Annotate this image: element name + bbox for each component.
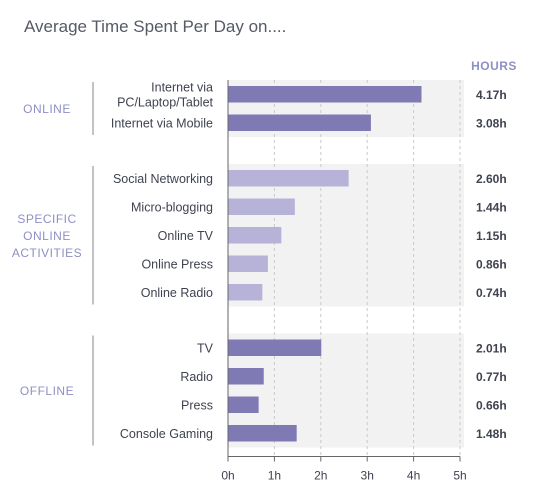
bar [228, 255, 268, 272]
tick-label: 4h [407, 469, 420, 483]
bar [228, 198, 295, 215]
value-label: 0.74h [476, 286, 507, 300]
bar [228, 368, 264, 385]
bar [228, 227, 282, 244]
value-label: 2.60h [476, 172, 507, 186]
group-label: OFFLINE [20, 384, 74, 398]
category-label: Online Radio [141, 286, 213, 300]
value-label: 0.86h [476, 257, 507, 271]
category-label: Press [181, 398, 213, 412]
category-labels: Internet via PC/Laptop/Tablet Internet via… [111, 80, 214, 441]
tick-label: 5h [453, 469, 466, 483]
x-axis: 0h 1h 2h 3h 4h 5h [221, 80, 467, 483]
value-labels: 4.17h 3.08h 2.60h 1.44h 1.15h 0.86h 0.74h 2.01h… [476, 88, 507, 441]
bar [228, 114, 371, 131]
category-label: Internet via Mobile [111, 116, 213, 130]
category-label: TV [197, 341, 214, 355]
bar [228, 339, 322, 356]
category-label: Social Networking [113, 172, 213, 186]
category-label: Online TV [158, 229, 214, 243]
value-label: 1.44h [476, 200, 507, 214]
category-label: Micro-blogging [131, 200, 213, 214]
gridlines [273, 80, 461, 457]
bars [228, 86, 422, 442]
value-label: 2.01h [476, 341, 507, 355]
category-label: Internet via PC/Laptop/Tablet [117, 80, 213, 109]
value-column-header: HOURS [471, 59, 517, 73]
value-label: 4.17h [476, 88, 507, 102]
value-label: 0.66h [476, 398, 507, 412]
bar [228, 396, 259, 413]
group-labels: ONLINE SPECIFIC ONLINE ACTIVITIES OFFLINE [12, 82, 94, 446]
value-label: 1.15h [476, 229, 507, 243]
category-label: Radio [180, 370, 213, 384]
group-label: SPECIFIC ONLINE ACTIVITIES [12, 212, 82, 260]
tick-label: 0h [221, 469, 234, 483]
value-label: 3.08h [476, 116, 507, 130]
value-label: 1.48h [476, 427, 507, 441]
bar [228, 86, 422, 103]
category-label: Console Gaming [120, 427, 213, 441]
value-label: 0.77h [476, 370, 507, 384]
chart-title: Average Time Spent Per Day on.... [24, 17, 286, 36]
bar [228, 284, 263, 301]
tick-label: 1h [268, 469, 281, 483]
bar [228, 425, 297, 442]
group-label: ONLINE [23, 102, 71, 116]
tick-label: 3h [361, 469, 374, 483]
tick-label: 2h [314, 469, 327, 483]
bar [228, 170, 349, 187]
category-label: Online Press [141, 257, 213, 271]
